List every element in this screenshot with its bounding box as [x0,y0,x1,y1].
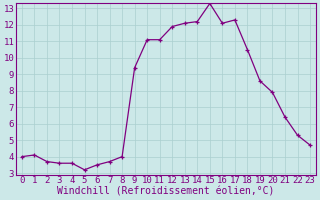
X-axis label: Windchill (Refroidissement éolien,°C): Windchill (Refroidissement éolien,°C) [57,187,275,197]
